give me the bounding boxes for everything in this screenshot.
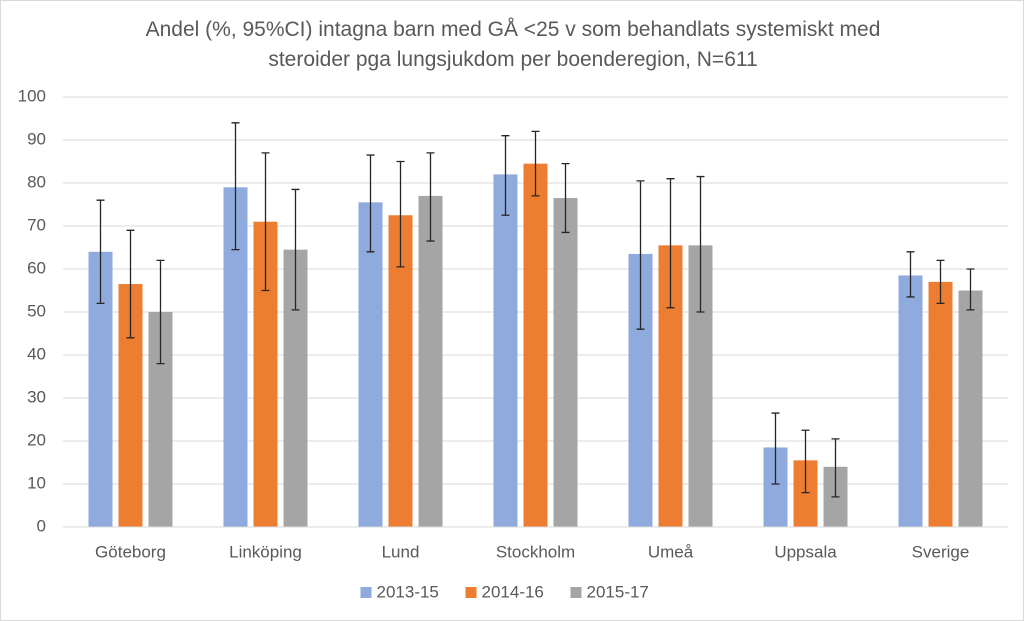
error-bar bbox=[231, 122, 240, 251]
x-tick-label: Linköping bbox=[229, 542, 302, 561]
error-bar bbox=[366, 154, 375, 253]
legend-swatch bbox=[465, 587, 477, 598]
bar bbox=[958, 290, 983, 527]
bar bbox=[898, 275, 923, 527]
bar bbox=[493, 174, 518, 527]
legend-swatch bbox=[570, 587, 582, 598]
error-bar bbox=[666, 178, 675, 309]
error-bar bbox=[426, 152, 435, 242]
error-bar bbox=[771, 412, 780, 485]
error-bar bbox=[291, 188, 300, 311]
y-tick-label: 100 bbox=[18, 86, 46, 105]
y-tick-label: 50 bbox=[27, 301, 46, 320]
error-bar bbox=[801, 429, 810, 494]
y-tick-label: 0 bbox=[37, 516, 46, 535]
legend-label: 2015-17 bbox=[587, 582, 649, 601]
y-tick-label: 20 bbox=[27, 430, 46, 449]
error-bar bbox=[261, 152, 270, 292]
y-tick-label: 10 bbox=[27, 473, 46, 492]
error-bar bbox=[531, 130, 540, 197]
chart-title: Andel (%, 95%CI) intagna barn med GÅ <25… bbox=[145, 18, 881, 71]
error-bar bbox=[126, 229, 135, 339]
x-tick-label: Uppsala bbox=[774, 542, 837, 561]
bar bbox=[928, 281, 953, 527]
error-bar bbox=[561, 163, 570, 234]
bar bbox=[358, 202, 383, 527]
bar bbox=[418, 195, 443, 527]
y-tick-label: 70 bbox=[27, 215, 46, 234]
y-tick-label: 60 bbox=[27, 258, 46, 277]
y-tick-label: 30 bbox=[27, 387, 46, 406]
error-bar bbox=[936, 259, 945, 305]
y-tick-label: 80 bbox=[27, 172, 46, 191]
error-bar bbox=[831, 438, 840, 498]
legend-swatch bbox=[360, 587, 372, 598]
error-bar bbox=[96, 199, 105, 305]
y-tick-label: 90 bbox=[27, 129, 46, 148]
error-bar bbox=[636, 180, 645, 330]
bar bbox=[523, 163, 548, 527]
error-bar bbox=[696, 175, 705, 313]
error-bar bbox=[906, 251, 915, 298]
x-tick-label: Umeå bbox=[648, 542, 694, 561]
x-tick-label: Stockholm bbox=[496, 542, 575, 561]
x-tick-label: Sverige bbox=[912, 542, 970, 561]
error-bar bbox=[501, 135, 510, 216]
x-tick-label: Lund bbox=[382, 542, 420, 561]
error-bar bbox=[396, 160, 405, 268]
bar bbox=[553, 198, 578, 528]
legend-label: 2014-16 bbox=[482, 582, 544, 601]
error-bar bbox=[156, 259, 165, 365]
legend-label: 2013-15 bbox=[377, 582, 439, 601]
x-tick-label: Göteborg bbox=[95, 542, 166, 561]
y-tick-label: 40 bbox=[27, 344, 46, 363]
error-bar bbox=[966, 268, 975, 311]
